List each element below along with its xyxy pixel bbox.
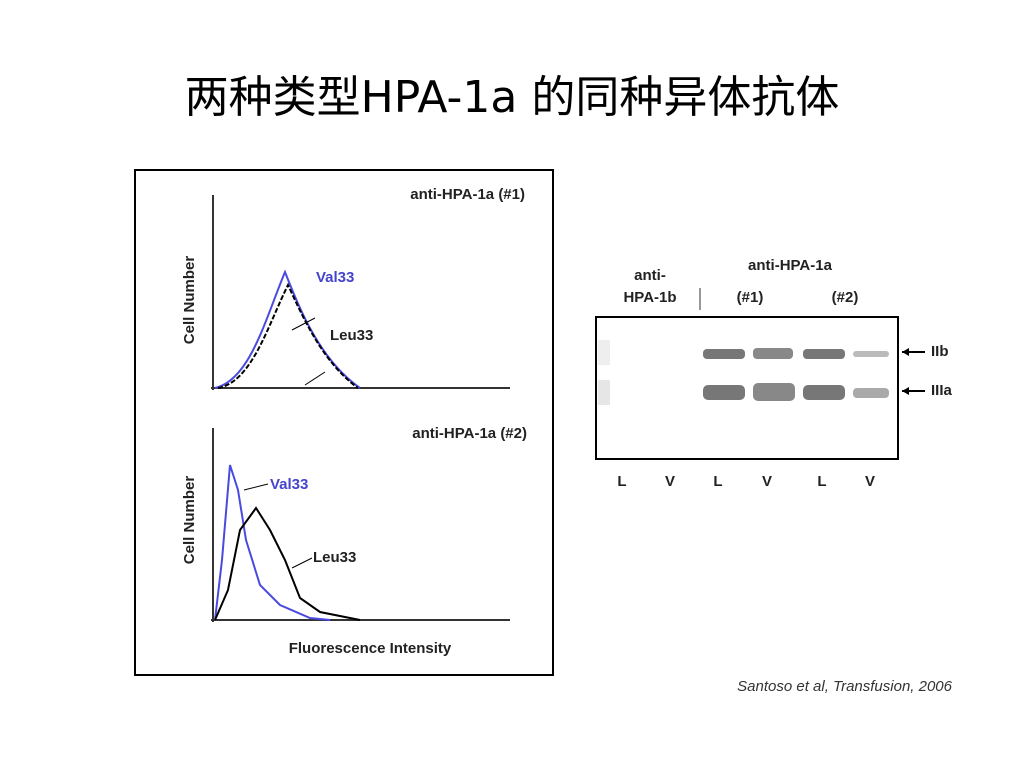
slide-title: 两种类型HPA-1a 的同种异体抗体 [185, 72, 840, 123]
curve-label: Val33 [270, 476, 308, 493]
lane-label: V [665, 473, 675, 490]
blot-frame [595, 316, 899, 460]
pointer [304, 371, 326, 386]
histogram-1 [211, 195, 510, 390]
band [753, 383, 795, 401]
curve-label: Leu33 [313, 549, 356, 566]
band-label: IIb [931, 343, 949, 360]
curve-leu33 [214, 506, 361, 621]
curve-label: Val33 [316, 269, 354, 286]
band [753, 348, 793, 359]
histogram-2 [211, 428, 510, 622]
band [853, 351, 889, 357]
blot-header: anti- [634, 267, 666, 284]
blot-header: (#2) [832, 289, 859, 306]
curve-leu33 [217, 282, 359, 389]
lane-label: V [762, 473, 772, 490]
blot-header: anti-HPA-1a [748, 257, 833, 274]
band [853, 388, 889, 398]
band-label: IIIa [931, 382, 953, 399]
x-label: Fluorescence Intensity [289, 640, 452, 657]
curve-val33 [214, 464, 331, 621]
pointer [243, 483, 269, 491]
y-label: Cell Number [181, 256, 198, 345]
band [803, 385, 845, 400]
pointer [291, 557, 313, 569]
curve-val33 [214, 269, 361, 389]
band [803, 349, 845, 359]
y-label: Cell Number [181, 476, 198, 565]
histogram-title: anti-HPA-1a (#2) [412, 425, 527, 442]
lane-label: L [713, 473, 722, 490]
histogram-title: anti-HPA-1a (#1) [410, 186, 525, 203]
bands [598, 340, 889, 405]
lane-label: L [617, 473, 626, 490]
arrowhead [902, 387, 909, 395]
band [703, 385, 745, 400]
smear [598, 380, 610, 405]
arrowhead [902, 348, 909, 356]
pointer [291, 317, 316, 331]
blot-header: (#1) [737, 289, 764, 306]
band [703, 349, 745, 359]
panel-frame [134, 169, 554, 676]
smear [598, 340, 610, 365]
lane-label: V [865, 473, 875, 490]
citation: Santoso et al, Transfusion, 2006 [737, 678, 953, 695]
blot-header: HPA-1b [623, 289, 676, 306]
lane-label: L [817, 473, 826, 490]
curve-label: Leu33 [330, 327, 373, 344]
